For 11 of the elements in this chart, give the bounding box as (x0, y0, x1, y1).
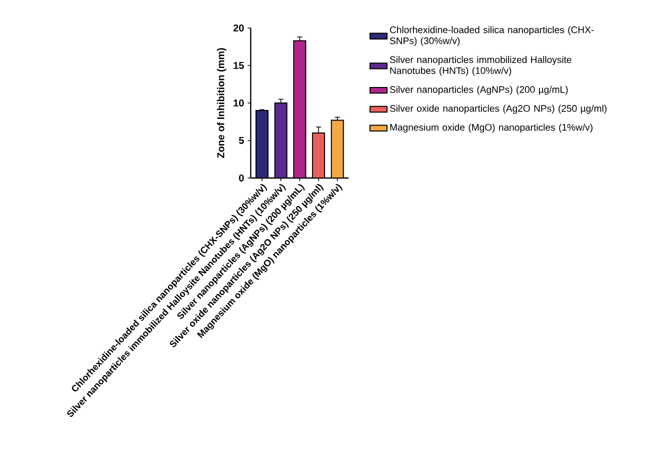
legend-label: Magnesium oxide (MgO) nanoparticles (1%w/v) (390, 124, 592, 133)
legend-label: Silver nanoparticles immobilized Halloysite Nanotubes (HNTs) (10%w/v) (390, 56, 572, 76)
legend-label: Silver oxide nanoparticles (Ag2O NPs) (250 µg/ml) (390, 104, 606, 114)
y-tick-label: 20 (233, 24, 244, 32)
legend-label: Chlorhexidine-loaded silica nanoparticles (CHX-SNPs) (30%w/v) (390, 26, 594, 46)
y-tick-label: 0 (239, 174, 244, 182)
y-tick-label: 10 (234, 99, 244, 107)
legend-label: Silver nanoparticles (AgNPs) (200 µg/mL) (390, 86, 568, 95)
y-tick-label: 15 (234, 62, 244, 69)
y-axis-title: Zone of Inhibition (mm) (216, 48, 226, 158)
y-tick-label: 5 (238, 137, 244, 144)
